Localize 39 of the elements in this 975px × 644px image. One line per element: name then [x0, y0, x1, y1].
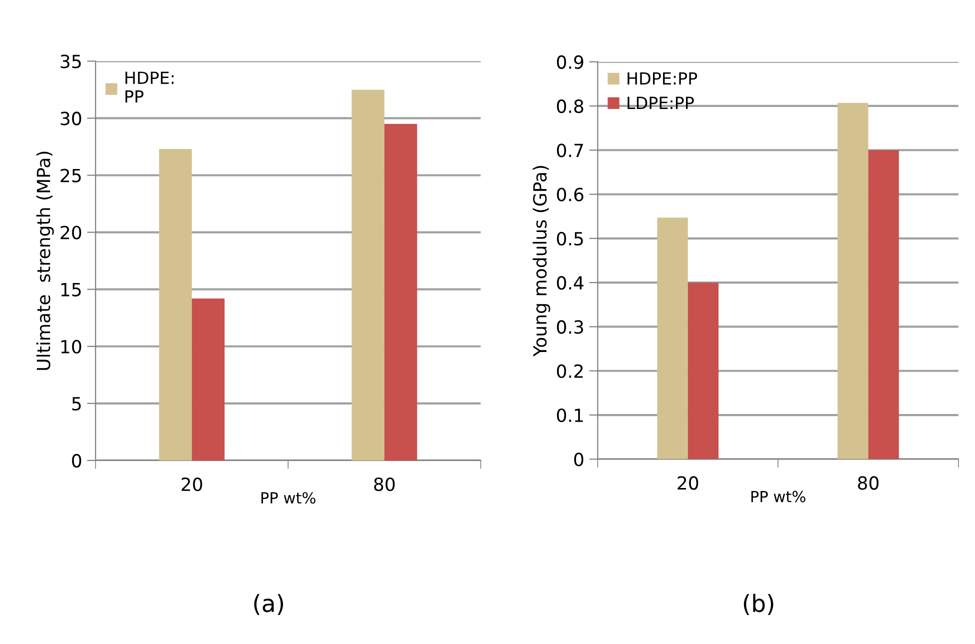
y-tick-label: 0.1	[556, 408, 583, 422]
y-axis-title: Young modulus (GPa)	[532, 166, 550, 357]
x-tick-label: 20	[678, 476, 698, 490]
bar	[384, 124, 418, 460]
y-tick-label: 0.2	[556, 364, 583, 378]
y-tick-label: 25	[60, 168, 81, 182]
y-tick-label: 15	[61, 283, 81, 296]
bar	[657, 218, 688, 460]
y-tick-label: 35	[60, 54, 81, 68]
y-tick-label: 0.9	[556, 55, 584, 69]
y-tick-label: 0	[574, 452, 584, 466]
y-tick-label: 0.4	[556, 276, 584, 290]
y-tick-label: 0.6	[556, 188, 584, 202]
bar	[159, 149, 192, 460]
text: (b)	[744, 594, 774, 615]
bar	[688, 282, 719, 460]
text: (a)	[254, 594, 284, 615]
legend-label: HDPE: PP	[126, 72, 174, 103]
bar	[868, 150, 899, 460]
x-tick-label: 20	[182, 477, 202, 492]
bar	[352, 90, 384, 460]
y-tick-label: 30	[60, 112, 82, 126]
x-axis-title: PP wt%	[751, 490, 806, 502]
y-tick-label: 10	[61, 340, 82, 354]
y-tick-label: 5	[72, 397, 81, 411]
y-tick-label: 0.3	[556, 320, 584, 334]
bar	[838, 102, 868, 460]
bar	[192, 298, 225, 460]
x-axis-title: PP wt%	[261, 492, 316, 504]
y-tick-label: 0.7	[556, 144, 583, 158]
y-tick-label: 20	[60, 226, 82, 240]
legend-label: HDPE:PP	[628, 72, 698, 84]
y-tick-label: 0.8	[556, 99, 584, 114]
y-axis-title: Ultimate strength (MPa)	[36, 152, 54, 370]
x-tick-label: 80	[858, 476, 879, 490]
y-tick-label: 0	[72, 454, 82, 468]
x-tick-label: 80	[374, 477, 395, 492]
legend-label: LDPE:PP	[628, 96, 694, 109]
y-tick-label: 0.5	[556, 232, 583, 246]
